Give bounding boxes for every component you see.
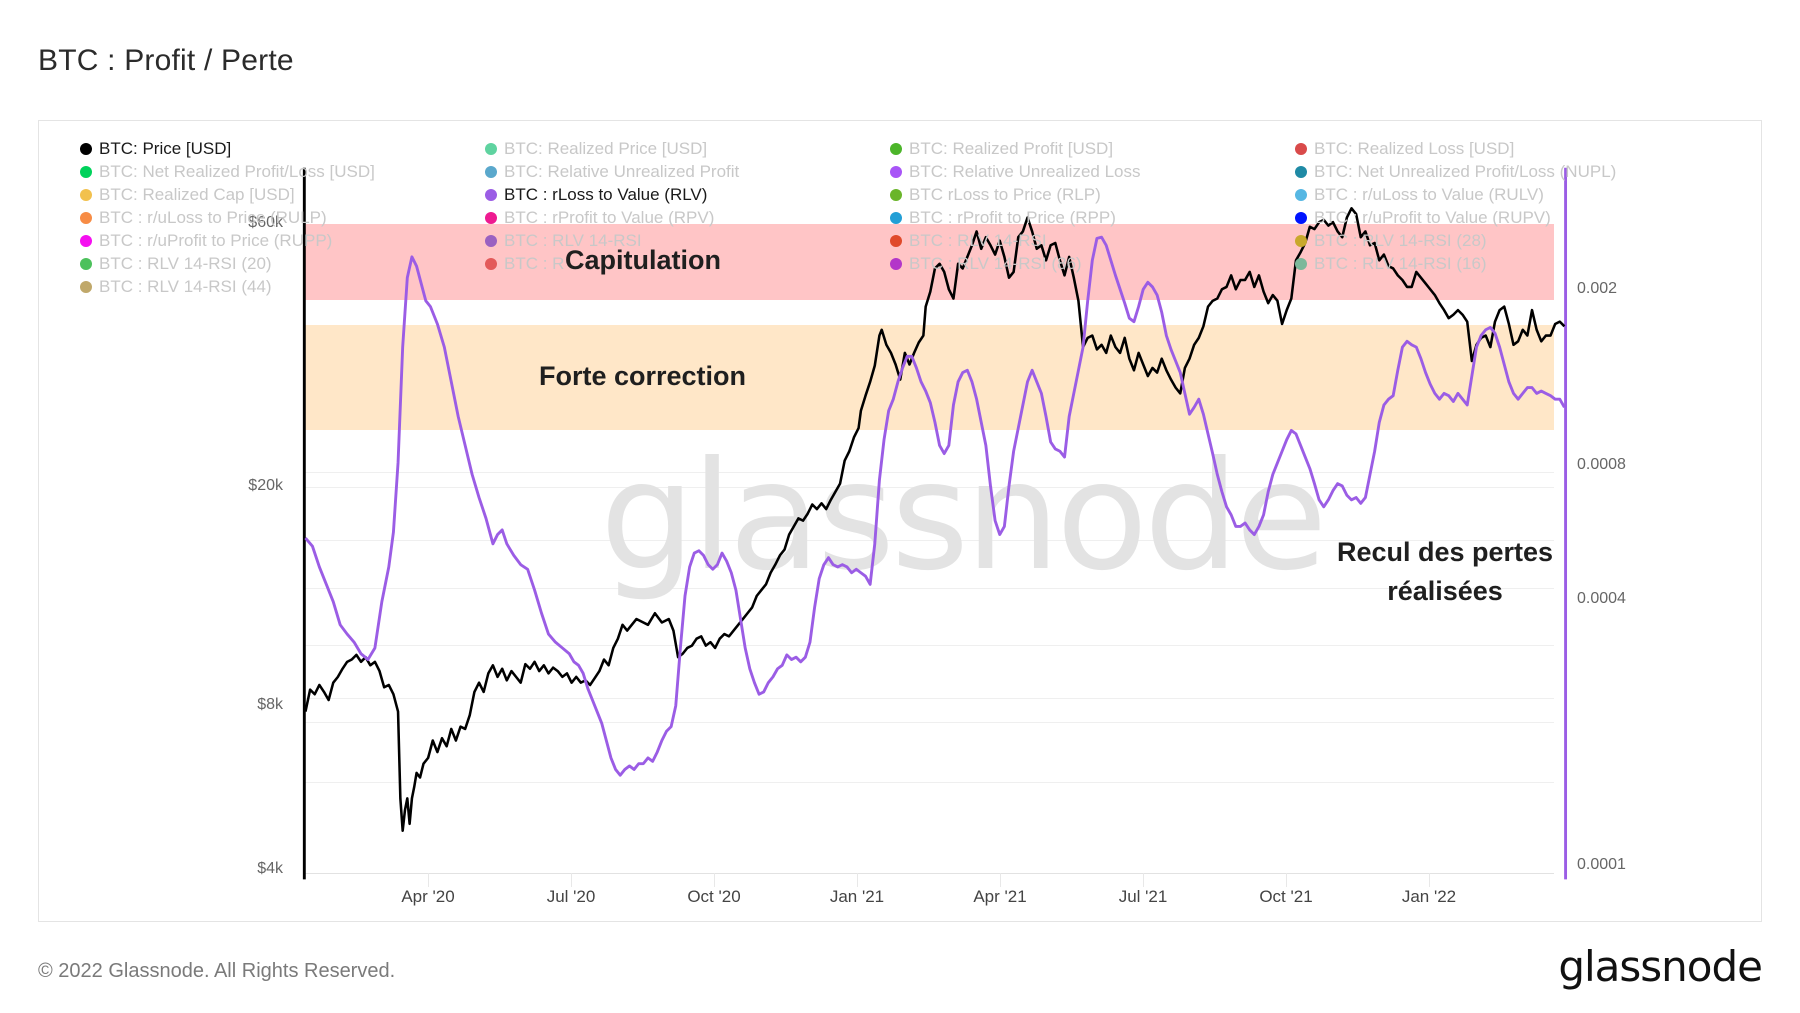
legend-dot-icon — [80, 258, 92, 270]
legend-item-rupv[interactable]: BTC : r/uProfit to Value (RUPV) — [1295, 207, 1551, 229]
legend-item-rulp[interactable]: BTC : r/uLoss to Price (RULP) — [80, 207, 327, 229]
watermark: glassnode — [600, 430, 1327, 604]
legend-dot-icon — [485, 166, 497, 178]
legend-dot-icon — [485, 235, 497, 247]
annotation-recul-line1: Recul des pertes — [1336, 537, 1554, 567]
legend-dot-icon — [1295, 235, 1307, 247]
legend-item-rlv-rsi-20[interactable]: BTC : RLV 14-RSI (20) — [80, 253, 272, 275]
left-axis-tick: $4k — [257, 860, 283, 877]
x-axis-label: Jul '20 — [546, 887, 596, 906]
legend-item-realized-profit[interactable]: BTC: Realized Profit [USD] — [890, 138, 1113, 160]
legend-item-r[interactable]: BTC : R — [485, 253, 564, 275]
x-axis-label: Jan '22 — [1401, 887, 1457, 906]
x-tick — [1286, 873, 1287, 887]
legend-dot-icon — [80, 281, 92, 293]
right-axis-tick: 0.0008 — [1577, 456, 1626, 473]
legend-item-net-realized-pl[interactable]: BTC: Net Realized Profit/Loss [USD] — [80, 161, 375, 183]
legend-item-rlv-rsi-28[interactable]: BTC : RLV 14-RSI (28) — [1295, 230, 1487, 252]
legend-item-rupp[interactable]: BTC : r/uProfit to Price (RUPP) — [80, 230, 332, 252]
legend-item-rlv-rsi-2[interactable]: BTC : RLV 14-RSI — [890, 230, 1047, 252]
right-axis-tick: 0.002 — [1577, 280, 1618, 297]
x-tick — [857, 873, 858, 887]
x-tick — [1000, 873, 1001, 887]
gridline — [305, 782, 1554, 783]
forte-correction-band — [305, 325, 1554, 430]
legend-item-rlp[interactable]: BTC rLoss to Price (RLP) — [890, 184, 1101, 206]
x-axis-label: Oct '20 — [687, 887, 741, 906]
annotation-recul-pertes: Recul des pertes réalisées — [1330, 533, 1560, 611]
legend-dot-icon — [890, 166, 902, 178]
legend-item-rpp[interactable]: BTC : rProfit to Price (RPP) — [890, 207, 1116, 229]
x-tick — [428, 873, 429, 887]
legend-item-nupl[interactable]: BTC: Net Unrealized Profit/Loss (NUPL) — [1295, 161, 1616, 183]
legend-item-rpv[interactable]: BTC : rProfit to Value (RPV) — [485, 207, 714, 229]
right-axis-tick: 0.0004 — [1577, 590, 1626, 607]
legend-dot-icon — [890, 212, 902, 224]
legend-dot-icon — [1295, 166, 1307, 178]
x-tick — [1143, 873, 1144, 887]
x-axis-label: Oct '21 — [1259, 887, 1313, 906]
x-axis-label: Apr '21 — [973, 887, 1027, 906]
legend-item-realized-price[interactable]: BTC: Realized Price [USD] — [485, 138, 707, 160]
x-axis-label: Jan '21 — [829, 887, 885, 906]
x-axis-baseline — [305, 873, 1554, 874]
legend-item-btc-price[interactable]: BTC: Price [USD] — [80, 138, 231, 160]
gridline — [305, 645, 1554, 646]
annotation-capitulation: Capitulation — [565, 245, 721, 275]
legend-dot-icon — [485, 189, 497, 201]
legend-item-realized-cap[interactable]: BTC: Realized Cap [USD] — [80, 184, 295, 206]
right-axis-tick: 0.0001 — [1577, 856, 1626, 873]
left-axis-tick: $60k — [248, 214, 283, 231]
legend-dot-icon — [1295, 143, 1307, 155]
legend-dot-icon — [890, 189, 902, 201]
legend-item-rel-unrealized-profit[interactable]: BTC: Relative Unrealized Profit — [485, 161, 739, 183]
legend-dot-icon — [1295, 258, 1307, 270]
legend-dot-icon — [80, 143, 92, 155]
gridline — [305, 698, 1554, 699]
legend-dot-icon — [890, 235, 902, 247]
legend-item-rlv-rsi-16[interactable]: BTC : RLV 14-RSI (16) — [1295, 253, 1487, 275]
legend-dot-icon — [80, 189, 92, 201]
legend-dot-icon — [80, 212, 92, 224]
x-axis-label: Apr '20 — [401, 887, 455, 906]
legend-dot-icon — [890, 258, 902, 270]
left-axis-tick: $8k — [257, 696, 283, 713]
legend-item-rel-unrealized-loss[interactable]: BTC: Relative Unrealized Loss — [890, 161, 1140, 183]
legend-item-realized-loss[interactable]: BTC: Realized Loss [USD] — [1295, 138, 1514, 160]
legend-dot-icon — [485, 212, 497, 224]
legend-dot-icon — [80, 235, 92, 247]
copyright-text: © 2022 Glassnode. All Rights Reserved. — [38, 960, 396, 982]
gridline — [305, 722, 1554, 723]
page-title: BTC : Profit / Perte — [38, 44, 294, 77]
chart-frame — [38, 120, 1762, 922]
legend-item-rulv[interactable]: BTC : r/uLoss to Value (RULV) — [1295, 184, 1544, 206]
x-tick — [571, 873, 572, 887]
x-tick — [1429, 873, 1430, 887]
left-axis-tick: $20k — [248, 477, 283, 494]
annotation-recul-line2: réalisées — [1387, 576, 1503, 606]
annotation-forte-correction: Forte correction — [539, 361, 747, 391]
x-axis-label: Jul '21 — [1118, 887, 1168, 906]
legend-item-rlv[interactable]: BTC : rLoss to Value (RLV) — [485, 184, 707, 206]
legend-dot-icon — [80, 166, 92, 178]
legend-dot-icon — [1295, 212, 1307, 224]
x-tick — [714, 873, 715, 887]
legend-dot-icon — [485, 143, 497, 155]
legend-item-rlv-rsi-44[interactable]: BTC : RLV 14-RSI (44) — [80, 276, 272, 298]
glassnode-logo[interactable]: glassnode — [1558, 942, 1763, 991]
legend-dot-icon — [485, 258, 497, 270]
legend-dot-icon — [1295, 189, 1307, 201]
legend-item-rlv-rsi-86[interactable]: BTC : RLV 14-RSI (86) — [890, 253, 1082, 275]
legend-dot-icon — [890, 143, 902, 155]
